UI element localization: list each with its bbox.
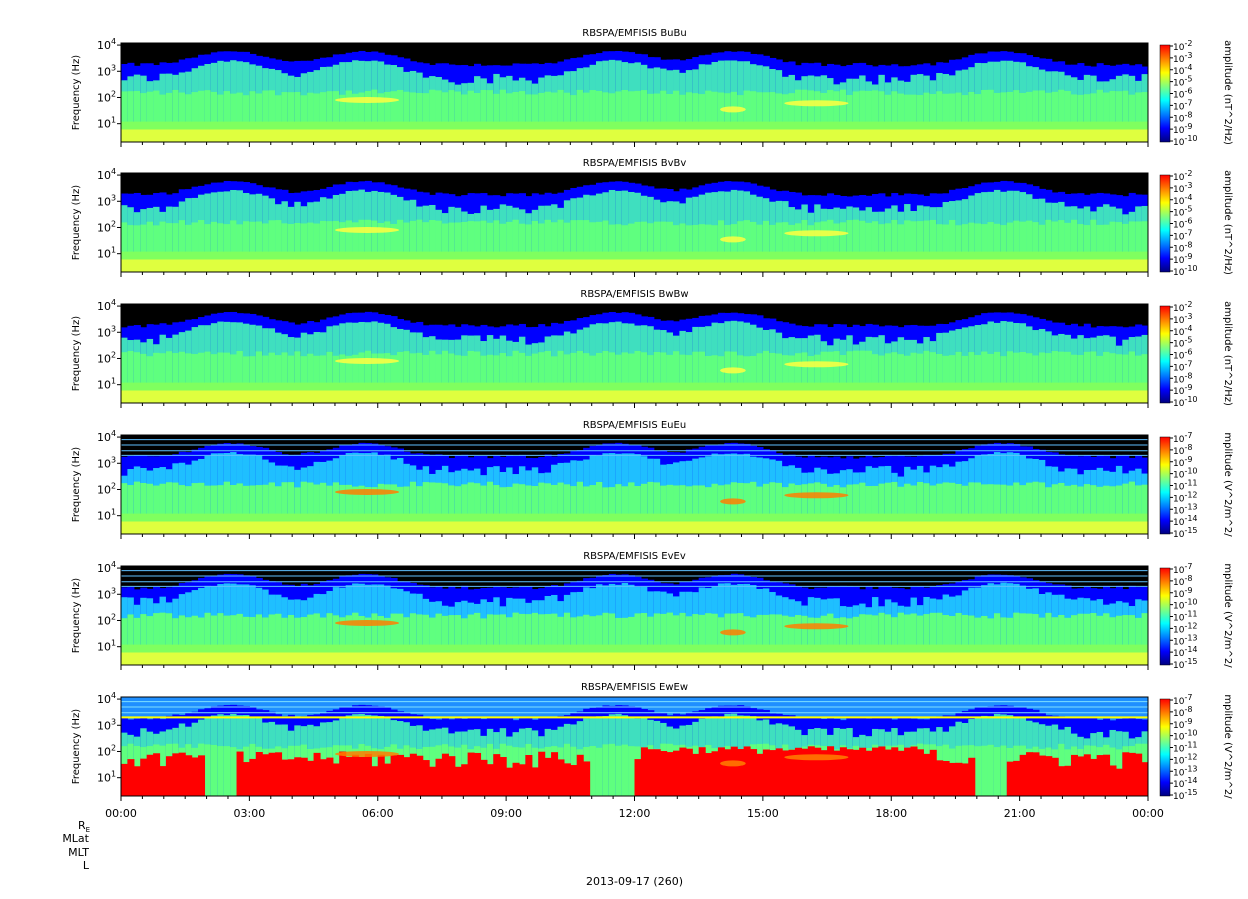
x-tick-label: 00:00 bbox=[105, 807, 137, 820]
colorbar bbox=[1159, 436, 1171, 535]
date-label: 2013-09-17 (260) bbox=[586, 875, 684, 888]
y-tick-label: 103 bbox=[97, 193, 116, 208]
x-tick-label: 15:00 bbox=[747, 807, 779, 820]
spectrogram-panel-2: RBSPA/EMFISIS BvBv 101 102 103 104 Frequency … bbox=[71, 158, 1233, 278]
y-tick-label: 102 bbox=[97, 219, 116, 234]
panel-title: RBSPA/EMFISIS BvBv bbox=[583, 158, 687, 169]
y-tick-label: 101 bbox=[97, 377, 116, 392]
y-tick-label: 103 bbox=[97, 455, 116, 470]
y-tick-label: 103 bbox=[97, 586, 116, 601]
y-axis-label: Frequency (Hz) bbox=[71, 185, 82, 261]
spectrogram-panel-3: RBSPA/EMFISIS BwBw 101 102 103 104 Frequency … bbox=[71, 289, 1233, 409]
y-axis-label: Frequency (Hz) bbox=[71, 709, 82, 785]
colorbar-label: amplitude (nT^2/Hz) bbox=[1222, 170, 1233, 275]
y-tick-label: 104 bbox=[97, 560, 116, 575]
colorbar bbox=[1159, 698, 1171, 797]
y-tick-label: 103 bbox=[97, 324, 116, 339]
spectrogram-panel-5: RBSPA/EMFISIS EvEv 101 102 103 104 Frequency … bbox=[71, 551, 1233, 671]
colorbar bbox=[1159, 174, 1171, 273]
spectrogram-panel-1: RBSPA/EMFISIS BuBu 101 102 103 104 Frequency … bbox=[71, 28, 1233, 148]
x-tick-label: 09:00 bbox=[490, 807, 522, 820]
y-tick-label: 101 bbox=[97, 639, 116, 654]
y-tick-label: 102 bbox=[97, 612, 116, 627]
colorbar bbox=[1159, 44, 1171, 143]
x-tick-label: 21:00 bbox=[1004, 807, 1036, 820]
ephemeris-label-mlat: MLat bbox=[62, 832, 89, 845]
panel-title: RBSPA/EMFISIS BwBw bbox=[580, 289, 688, 300]
colorbar-label: amplitude (nT^2/Hz) bbox=[1222, 301, 1233, 406]
y-tick-label: 104 bbox=[97, 37, 116, 52]
colorbar-label: mplitude (V^2/m^2/ bbox=[1222, 694, 1233, 799]
spectrogram-panel-6: RBSPA/EMFISIS EwEw 101 102 103 104 Frequency … bbox=[71, 682, 1233, 802]
y-tick-label: 104 bbox=[97, 429, 116, 444]
panel-title: RBSPA/EMFISIS BuBu bbox=[582, 28, 686, 39]
y-tick-label: 102 bbox=[97, 743, 116, 758]
y-tick-label: 103 bbox=[97, 63, 116, 78]
x-tick-label: 06:00 bbox=[362, 807, 394, 820]
x-tick-label: 00:00 bbox=[1132, 807, 1164, 820]
y-tick-label: 102 bbox=[97, 89, 116, 104]
y-tick-label: 101 bbox=[97, 508, 116, 523]
y-axis-label: Frequency (Hz) bbox=[71, 316, 82, 392]
ephemeris-label-mlt: MLT bbox=[68, 846, 89, 859]
y-tick-label: 101 bbox=[97, 246, 116, 261]
panel-title: RBSPA/EMFISIS EuEu bbox=[583, 420, 686, 431]
y-tick-label: 104 bbox=[97, 298, 116, 313]
ephemeris-label-l: L bbox=[82, 859, 89, 872]
y-tick-label: 102 bbox=[97, 350, 116, 365]
y-tick-label: 104 bbox=[97, 167, 116, 182]
y-axis-label: Frequency (Hz) bbox=[71, 55, 82, 131]
x-tick-label: 03:00 bbox=[234, 807, 266, 820]
ephemeris-label-re: RE bbox=[78, 819, 91, 835]
y-axis-label: Frequency (Hz) bbox=[71, 578, 82, 654]
y-axis-label: Frequency (Hz) bbox=[71, 447, 82, 523]
y-tick-label: 104 bbox=[97, 691, 116, 706]
panel-title: RBSPA/EMFISIS EvEv bbox=[583, 551, 686, 562]
colorbar-label: mplitude (V^2/m^2/ bbox=[1222, 563, 1233, 668]
y-tick-label: 101 bbox=[97, 116, 116, 131]
y-tick-label: 103 bbox=[97, 717, 116, 732]
y-tick-label: 101 bbox=[97, 770, 116, 785]
panel-title: RBSPA/EMFISIS EwEw bbox=[581, 682, 688, 693]
colorbar-label: amplitude (nT^2/Hz) bbox=[1222, 40, 1233, 145]
y-tick-label: 102 bbox=[97, 481, 116, 496]
spectrogram-panel-4: RBSPA/EMFISIS EuEu 101 102 103 104 Frequency … bbox=[71, 420, 1233, 540]
colorbar bbox=[1159, 305, 1171, 404]
x-tick-label: 18:00 bbox=[875, 807, 907, 820]
colorbar-label: mplitude (V^2/m^2/ bbox=[1222, 432, 1233, 537]
colorbar bbox=[1159, 567, 1171, 666]
x-tick-label: 12:00 bbox=[619, 807, 651, 820]
